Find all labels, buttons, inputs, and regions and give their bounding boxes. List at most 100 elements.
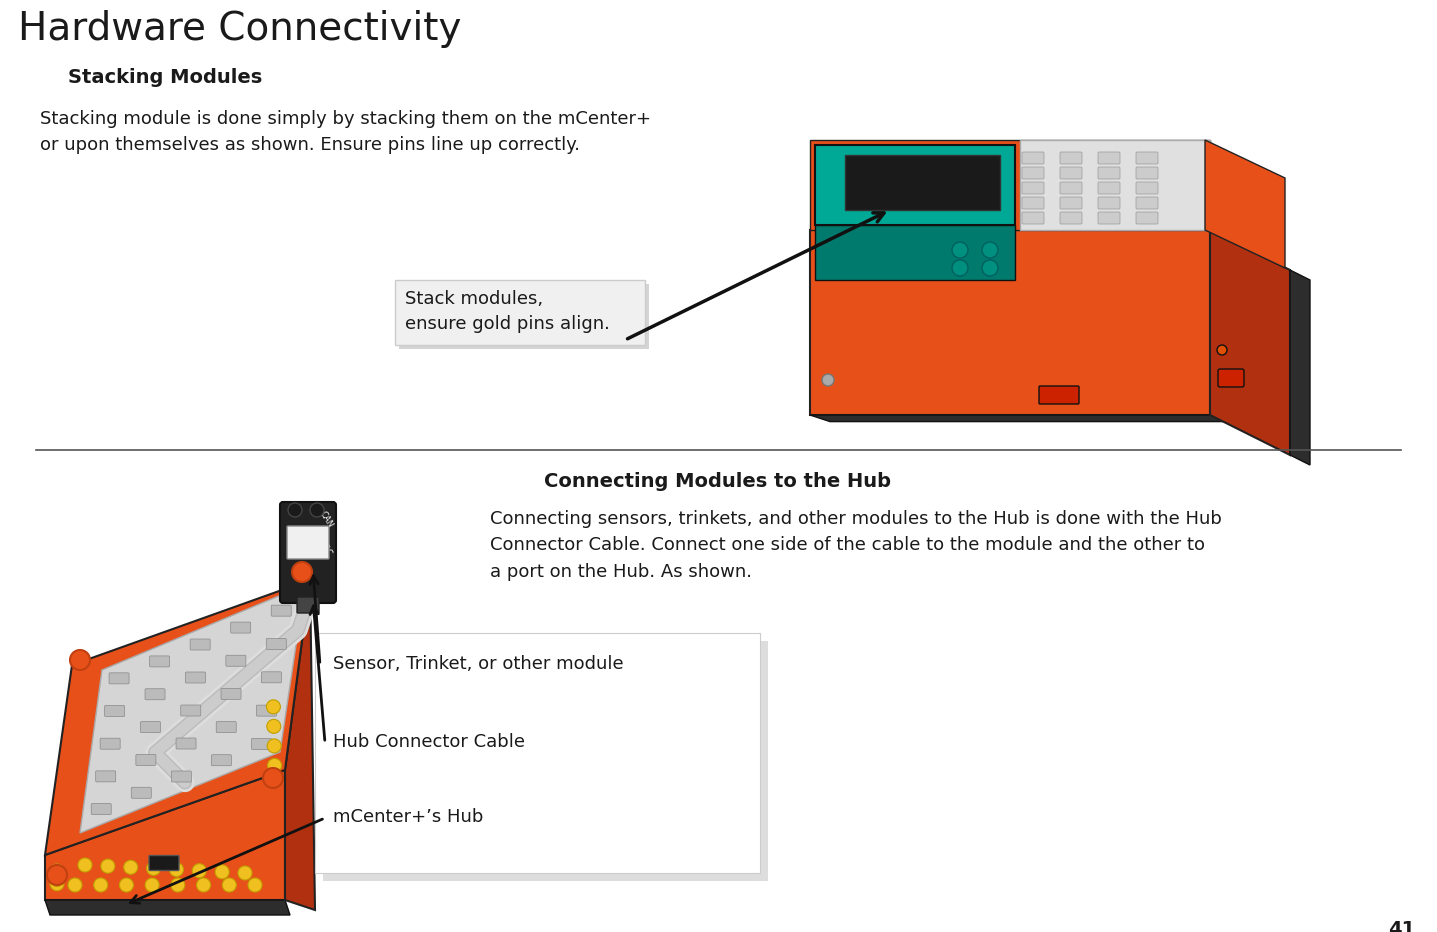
- Circle shape: [78, 858, 92, 872]
- Polygon shape: [1290, 270, 1311, 465]
- FancyBboxPatch shape: [1137, 182, 1158, 194]
- FancyBboxPatch shape: [1061, 197, 1082, 209]
- Circle shape: [267, 739, 282, 753]
- Circle shape: [170, 863, 184, 877]
- Polygon shape: [45, 770, 285, 900]
- Circle shape: [101, 859, 115, 873]
- FancyBboxPatch shape: [231, 622, 250, 633]
- FancyBboxPatch shape: [1022, 197, 1045, 209]
- Circle shape: [292, 562, 312, 582]
- Circle shape: [145, 878, 160, 892]
- Polygon shape: [80, 585, 305, 833]
- FancyBboxPatch shape: [1137, 152, 1158, 164]
- Circle shape: [50, 869, 65, 883]
- Circle shape: [249, 878, 262, 892]
- FancyBboxPatch shape: [1022, 212, 1045, 224]
- FancyBboxPatch shape: [1022, 152, 1045, 164]
- FancyBboxPatch shape: [105, 706, 125, 717]
- Circle shape: [47, 865, 68, 885]
- FancyBboxPatch shape: [399, 284, 650, 349]
- Circle shape: [223, 878, 236, 892]
- FancyBboxPatch shape: [1098, 152, 1119, 164]
- FancyBboxPatch shape: [1022, 167, 1045, 179]
- FancyBboxPatch shape: [177, 738, 195, 749]
- Circle shape: [68, 878, 82, 892]
- FancyBboxPatch shape: [216, 721, 236, 733]
- Circle shape: [266, 700, 280, 714]
- Circle shape: [239, 866, 251, 880]
- FancyBboxPatch shape: [1098, 167, 1119, 179]
- FancyBboxPatch shape: [149, 856, 180, 870]
- Text: Stacking Modules: Stacking Modules: [68, 68, 262, 87]
- Text: CAN: CAN: [318, 510, 335, 530]
- Circle shape: [70, 650, 91, 670]
- FancyBboxPatch shape: [1137, 197, 1158, 209]
- FancyBboxPatch shape: [137, 754, 155, 765]
- Circle shape: [267, 759, 282, 773]
- Circle shape: [50, 877, 65, 891]
- FancyBboxPatch shape: [141, 721, 161, 733]
- FancyBboxPatch shape: [323, 641, 767, 881]
- FancyBboxPatch shape: [185, 672, 205, 683]
- Circle shape: [50, 872, 65, 886]
- Polygon shape: [1206, 140, 1285, 268]
- Text: 41: 41: [1388, 920, 1415, 932]
- Circle shape: [216, 865, 228, 879]
- Text: mCenter+’s Hub: mCenter+’s Hub: [333, 808, 483, 826]
- FancyBboxPatch shape: [145, 689, 165, 700]
- FancyBboxPatch shape: [96, 771, 116, 782]
- FancyBboxPatch shape: [91, 803, 111, 815]
- Circle shape: [1217, 345, 1227, 355]
- FancyBboxPatch shape: [272, 605, 292, 616]
- FancyBboxPatch shape: [1098, 212, 1119, 224]
- Circle shape: [124, 860, 138, 874]
- Text: Hardware Connectivity: Hardware Connectivity: [19, 10, 461, 48]
- FancyBboxPatch shape: [211, 755, 231, 766]
- Circle shape: [93, 878, 108, 892]
- Circle shape: [267, 720, 280, 733]
- Polygon shape: [810, 230, 1210, 415]
- Circle shape: [310, 503, 323, 517]
- FancyBboxPatch shape: [297, 597, 319, 613]
- Polygon shape: [45, 900, 290, 915]
- FancyBboxPatch shape: [1098, 182, 1119, 194]
- Circle shape: [287, 503, 302, 517]
- Polygon shape: [1020, 140, 1210, 230]
- Polygon shape: [1210, 230, 1290, 455]
- Text: Stack modules,
ensure gold pins align.: Stack modules, ensure gold pins align.: [405, 290, 609, 333]
- FancyBboxPatch shape: [101, 738, 121, 749]
- Polygon shape: [285, 580, 315, 910]
- FancyBboxPatch shape: [226, 655, 246, 666]
- FancyBboxPatch shape: [262, 672, 282, 683]
- Circle shape: [822, 374, 833, 386]
- FancyBboxPatch shape: [315, 633, 760, 873]
- FancyBboxPatch shape: [1061, 182, 1082, 194]
- FancyBboxPatch shape: [109, 673, 129, 684]
- FancyBboxPatch shape: [1022, 182, 1045, 194]
- Circle shape: [263, 768, 283, 788]
- FancyBboxPatch shape: [1061, 212, 1082, 224]
- Circle shape: [981, 242, 999, 258]
- Polygon shape: [810, 140, 1210, 230]
- FancyBboxPatch shape: [1061, 152, 1082, 164]
- Text: Stacking module is done simply by stacking them on the mCenter+
or upon themselv: Stacking module is done simply by stacki…: [40, 110, 651, 155]
- FancyBboxPatch shape: [256, 706, 276, 716]
- Text: Connecting sensors, trinkets, and other modules to the Hub is done with the Hub
: Connecting sensors, trinkets, and other …: [490, 510, 1221, 581]
- Polygon shape: [815, 145, 1015, 225]
- FancyBboxPatch shape: [171, 771, 191, 782]
- FancyBboxPatch shape: [1061, 167, 1082, 179]
- Circle shape: [981, 260, 999, 276]
- FancyBboxPatch shape: [251, 738, 272, 749]
- Circle shape: [147, 861, 161, 875]
- FancyBboxPatch shape: [1137, 212, 1158, 224]
- Polygon shape: [845, 155, 1000, 210]
- FancyBboxPatch shape: [266, 638, 286, 650]
- FancyBboxPatch shape: [131, 788, 151, 799]
- Text: Connecting Modules to the Hub: Connecting Modules to the Hub: [545, 472, 891, 491]
- FancyBboxPatch shape: [1039, 386, 1079, 404]
- FancyBboxPatch shape: [1098, 197, 1119, 209]
- FancyBboxPatch shape: [190, 639, 210, 650]
- Circle shape: [119, 878, 134, 892]
- Text: Hub Connector Cable: Hub Connector Cable: [333, 733, 525, 751]
- FancyBboxPatch shape: [1137, 167, 1158, 179]
